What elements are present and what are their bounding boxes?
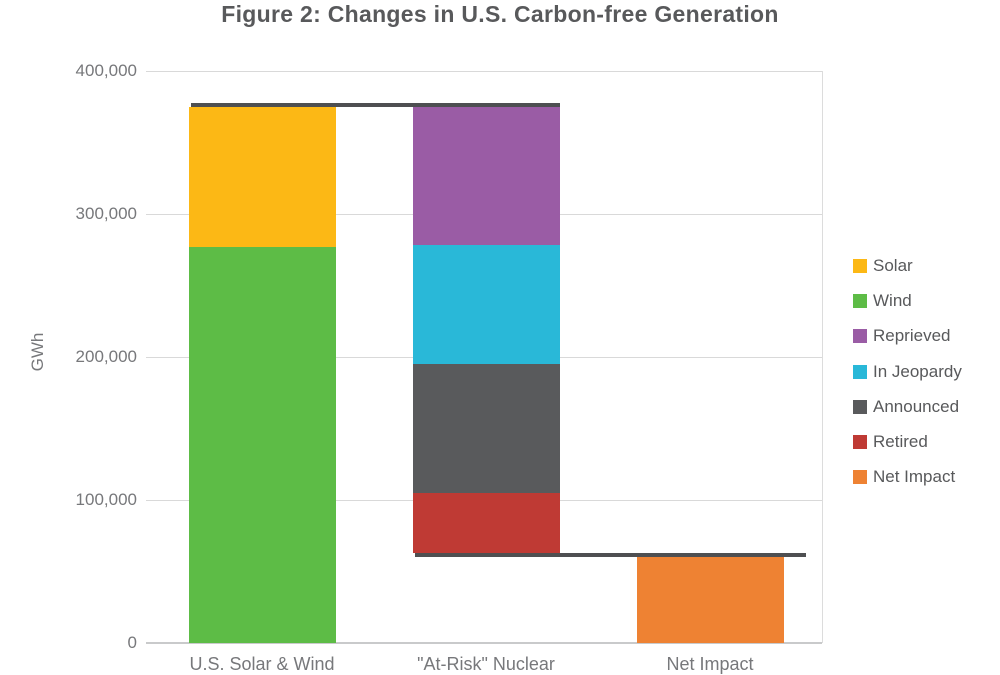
bar-segment-solar — [188, 106, 336, 247]
waterfall-connector-line — [190, 102, 560, 107]
gridline — [146, 71, 822, 72]
legend-swatch-icon — [853, 399, 867, 414]
legend-label: Announced — [873, 396, 960, 416]
y-tick-label: 300,000 — [75, 204, 137, 223]
legend-label: Retired — [873, 432, 928, 452]
x-category-label: Net Impact — [666, 654, 754, 674]
legend-item-retired: Retired — [853, 424, 962, 459]
x-axis-line — [146, 642, 822, 644]
legend-swatch-icon — [853, 329, 867, 344]
legend-swatch-icon — [853, 293, 867, 308]
bar-segment-in-jeopardy — [412, 245, 560, 365]
y-tick-label: 100,000 — [75, 490, 137, 509]
bar-segment-announced — [412, 364, 560, 493]
plot-right-border — [822, 71, 823, 643]
legend-label: Net Impact — [873, 467, 956, 487]
legend-label: In Jeopardy — [873, 361, 962, 381]
legend-label: Wind — [873, 290, 912, 310]
legend-label: Reprieved — [873, 326, 951, 346]
chart-title: Figure 2: Changes in U.S. Carbon-free Ge… — [221, 1, 779, 27]
legend-item-wind: Wind — [853, 283, 962, 318]
bar-segment-net-impact — [636, 554, 784, 643]
legend-item-solar: Solar — [853, 248, 962, 283]
y-tick-label: 200,000 — [75, 347, 137, 366]
legend-swatch-icon — [853, 470, 867, 485]
x-category-label: U.S. Solar & Wind — [189, 654, 335, 674]
bar-segment-wind — [188, 246, 336, 643]
waterfall-connector-line — [414, 552, 806, 557]
legend-swatch-icon — [853, 258, 867, 273]
bar-segment-reprieved — [412, 106, 560, 246]
y-tick-label: 400,000 — [75, 61, 137, 80]
chart-legend: Solar Wind Reprieved In Jeopardy Announced Re… — [853, 248, 962, 495]
x-category-label: "At-Risk" Nuclear — [417, 654, 555, 674]
legend-label: Solar — [873, 255, 913, 275]
legend-item-reprieved: Reprieved — [853, 319, 962, 354]
bar-segment-retired — [412, 492, 560, 553]
legend-item-announced: Announced — [853, 389, 962, 424]
legend-item-in-jeopardy: In Jeopardy — [853, 354, 962, 389]
legend-swatch-icon — [853, 435, 867, 450]
y-tick-label: 0 — [127, 633, 137, 652]
legend-item-net-impact: Net Impact — [853, 460, 962, 495]
legend-swatch-icon — [853, 364, 867, 379]
